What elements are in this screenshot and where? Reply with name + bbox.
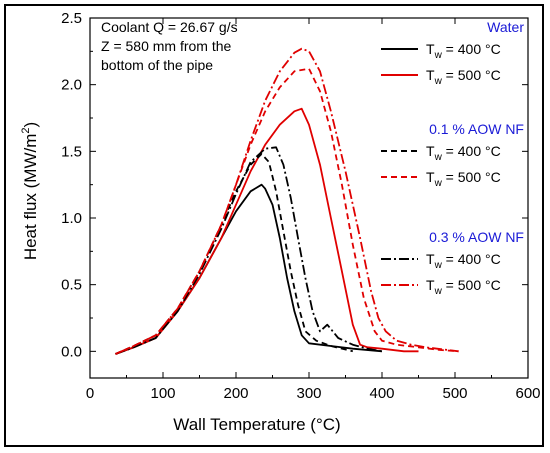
x-tick-label: 400 xyxy=(369,385,394,402)
heat-flux-chart: 0 100 200 300 400 500 600 0.0 0.5 1.0 1.5 2.0 2.5 Co… xyxy=(20,10,541,434)
x-tick-label: 200 xyxy=(223,385,248,402)
series-line-6 xyxy=(115,47,459,355)
x-axis-title: Wall Temperature (°C) xyxy=(173,415,340,434)
axis-ticks: 0 100 200 300 400 500 600 0.0 0.5 1.0 1.5 2.0 2.5 xyxy=(61,10,540,402)
legend: Water Tw = 400 °C Tw = 500 °C 0.1 % AOW NF T… xyxy=(381,19,524,297)
series-line-5 xyxy=(115,146,383,355)
y-tick-label: 0.0 xyxy=(61,343,82,360)
legend-label: Tw = 500 °C xyxy=(426,67,501,87)
series-line-2 xyxy=(115,107,419,355)
series-line-4 xyxy=(115,67,459,355)
chart-frame: 0 100 200 300 400 500 600 0.0 0.5 1.0 1.5 2.0 2.5 Co… xyxy=(4,4,544,447)
x-tick-label: 100 xyxy=(150,385,175,402)
annotation-line-1: Coolant Q = 26.67 g/s xyxy=(101,19,238,35)
y-tick-label: 2.5 xyxy=(61,10,82,27)
legend-label: Tw = 400 °C xyxy=(426,143,501,163)
y-tick-label: 2.0 xyxy=(61,77,82,94)
annotation-block: Coolant Q = 26.67 g/s Z = 580 mm from th… xyxy=(101,19,238,73)
y-tick-label: 0.5 xyxy=(61,277,82,294)
x-tick-label: 0 xyxy=(86,385,94,402)
y-axis-title: Heat flux (MW/m2) xyxy=(20,122,40,260)
legend-label: Tw = 500 °C xyxy=(426,277,501,297)
annotation-line-3: bottom of the pipe xyxy=(101,57,213,73)
y-tick-label: 1.5 xyxy=(61,143,82,160)
legend-label: Tw = 400 °C xyxy=(426,41,501,61)
annotation-line-2: Z = 580 mm from the xyxy=(101,38,232,54)
x-tick-label: 500 xyxy=(442,385,467,402)
x-tick-label: 300 xyxy=(296,385,321,402)
legend-label: Tw = 500 °C xyxy=(426,169,501,189)
x-tick-label: 600 xyxy=(515,385,540,402)
legend-group-title: 0.1 % AOW NF xyxy=(429,121,524,137)
legend-group-title: Water xyxy=(487,19,524,35)
legend-group-title: 0.3 % AOW NF xyxy=(429,229,524,245)
series-layer xyxy=(115,47,459,355)
legend-label: Tw = 400 °C xyxy=(426,251,501,271)
y-tick-label: 1.0 xyxy=(61,210,82,227)
